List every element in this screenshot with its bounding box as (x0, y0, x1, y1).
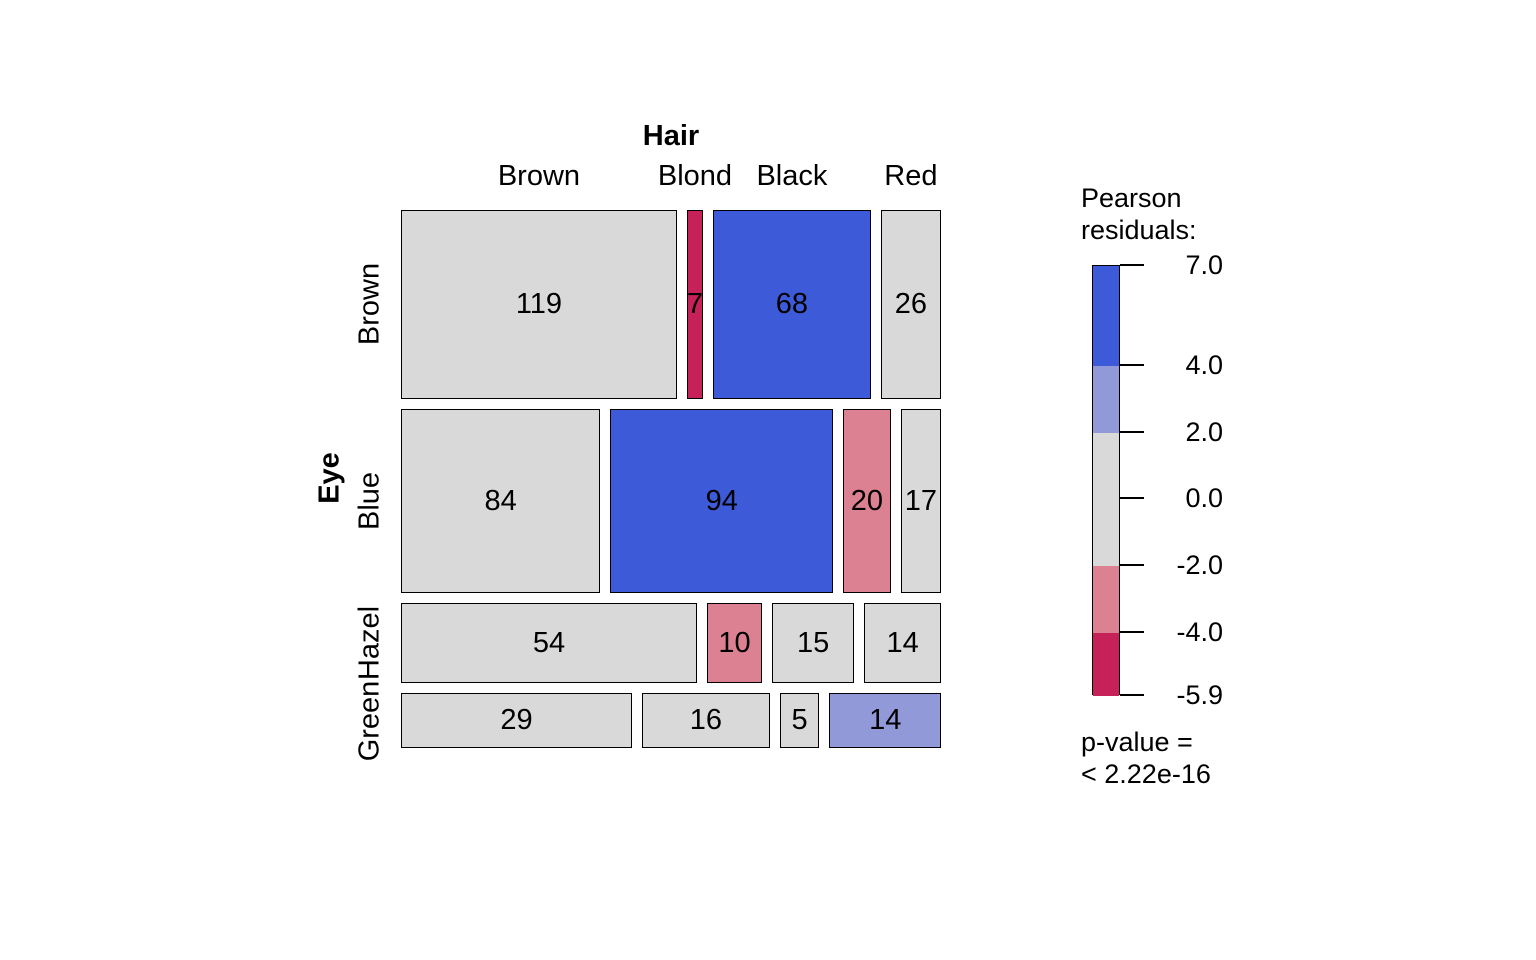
mosaic-cell: 29 (401, 693, 633, 748)
cell-count-label: 119 (515, 287, 563, 320)
legend-colorbar (1092, 265, 1120, 696)
cell-count-label: 16 (689, 704, 722, 737)
legend-segment (1093, 366, 1119, 433)
hair-axis-title: Hair (642, 120, 700, 152)
cell-count-label: 68 (775, 287, 809, 320)
cell-count-label: 94 (705, 484, 738, 517)
legend-tick-label: 7.0 (1185, 250, 1223, 280)
mosaic-cell: 14 (864, 603, 941, 684)
legend-tick-label: 4.0 (1185, 350, 1223, 380)
cell-count-label: 15 (796, 626, 830, 659)
hair-column-label: Red (884, 160, 938, 192)
legend-tick (1120, 694, 1144, 696)
legend-segment (1093, 432, 1119, 566)
mosaic-cell: 119 (401, 210, 677, 399)
eye-row-label: Blue (353, 471, 386, 531)
legend-tick-label: 2.0 (1185, 416, 1223, 447)
cell-count-label: 54 (532, 626, 566, 659)
p-value-line1: p-value = (1081, 727, 1193, 757)
hair-column-label: Brown (497, 160, 581, 192)
mosaic-cell: 17 (900, 408, 941, 594)
legend-segment (1093, 632, 1119, 696)
legend-tick-label: 0.0 (1185, 483, 1223, 514)
cell-count-label: 5 (791, 704, 808, 737)
cell-count-label: 17 (904, 484, 937, 517)
mosaic-cell: 14 (829, 693, 941, 748)
cell-count-label: 84 (484, 484, 517, 517)
mosaic-cell: 15 (771, 603, 855, 684)
cell-count-label: 29 (500, 704, 533, 737)
legend-segment (1093, 566, 1119, 633)
mosaic-cell: 26 (880, 210, 941, 399)
p-value-line2: < 2.22e-16 (1081, 759, 1211, 789)
legend-tick (1120, 564, 1144, 566)
cell-count-label: 26 (894, 287, 927, 320)
cell-count-label: 14 (869, 704, 902, 737)
cell-count-label: 10 (718, 626, 751, 659)
p-value-label: p-value = < 2.22e-16 (1081, 726, 1211, 790)
cell-count-label: 20 (850, 484, 884, 517)
mosaic-cell: 16 (642, 693, 770, 748)
eye-axis-title: Eye (313, 452, 346, 504)
legend-tick (1120, 497, 1144, 500)
legend-tick-label: -2.0 (1176, 550, 1223, 580)
hair-column-label: Blond (657, 160, 733, 192)
legend-title-line2: residuals: (1081, 215, 1197, 245)
legend-tick (1120, 364, 1144, 366)
legend-title: Pearson residuals: (1081, 182, 1197, 246)
hair-column-label: Black (756, 160, 828, 192)
legend-tick-label: -4.0 (1176, 616, 1223, 647)
legend-tick (1120, 630, 1144, 633)
cell-count-label: 7 (686, 287, 704, 320)
mosaic-cell: 68 (713, 210, 871, 399)
mosaic-cell: 84 (401, 408, 601, 594)
mosaic-cell: 7 (686, 210, 704, 399)
mosaic-cell: 10 (707, 603, 762, 684)
eye-row-label: Hazel (353, 606, 386, 681)
mosaic-cell: 20 (843, 408, 891, 594)
mosaic-cell: 54 (401, 603, 698, 684)
cell-count-label: 14 (886, 626, 919, 659)
mosaic-cell: 5 (779, 693, 820, 748)
legend-title-line1: Pearson (1081, 183, 1182, 213)
legend-tick (1120, 264, 1144, 266)
legend-tick (1120, 430, 1144, 433)
mosaic-cell: 94 (610, 408, 834, 594)
legend-tick-label: -5.9 (1176, 680, 1223, 710)
eye-row-label: Green (353, 680, 386, 761)
eye-row-label: Brown (353, 263, 386, 346)
legend-segment (1093, 266, 1119, 366)
